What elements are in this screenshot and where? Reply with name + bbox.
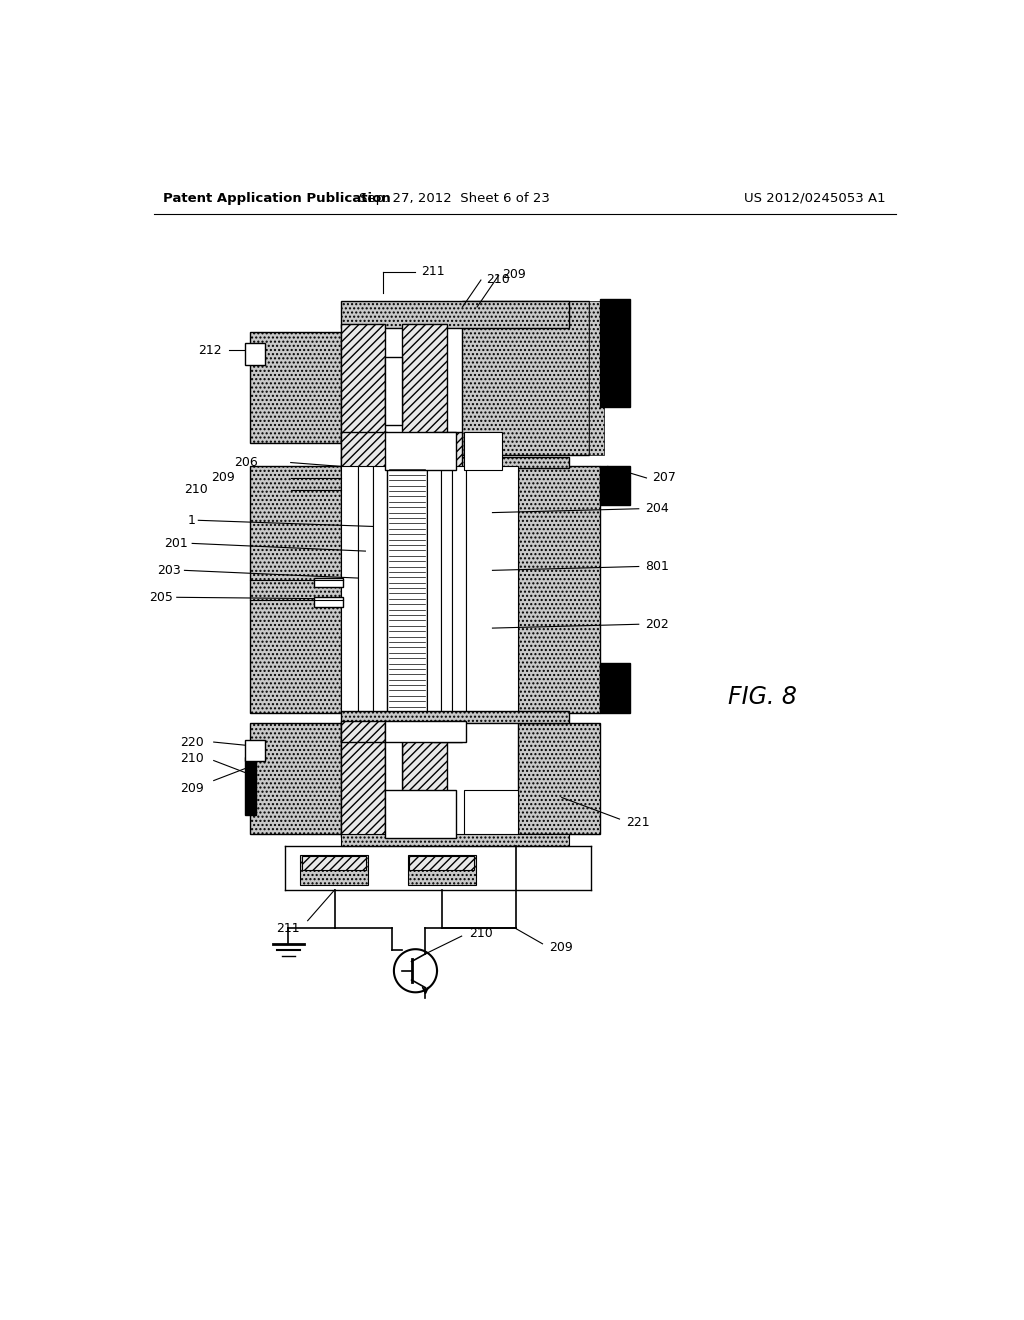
Bar (373, 466, 387, 713)
Bar (341, 301, 568, 327)
Text: 210: 210 (469, 927, 494, 940)
Bar (250, 331, 341, 444)
Bar (245, 739, 265, 762)
Bar (402, 723, 447, 837)
Bar (385, 721, 466, 742)
Bar (245, 343, 265, 364)
Bar (518, 723, 600, 834)
Bar (250, 723, 341, 834)
Text: 220: 220 (180, 735, 204, 748)
Bar (313, 578, 343, 587)
Text: FIG. 8: FIG. 8 (727, 685, 797, 709)
Bar (410, 857, 474, 870)
Text: 210: 210 (184, 483, 208, 496)
Bar (600, 663, 630, 713)
Text: 201: 201 (165, 537, 188, 550)
Bar (301, 857, 367, 870)
Text: 210: 210 (180, 752, 204, 766)
Text: 209: 209 (503, 268, 526, 281)
Bar (600, 466, 630, 506)
Bar (385, 432, 457, 470)
Text: 206: 206 (233, 455, 258, 469)
Bar (341, 432, 387, 470)
Bar (385, 789, 457, 838)
Text: 211: 211 (276, 921, 300, 935)
Text: 209: 209 (211, 471, 234, 484)
Bar (341, 457, 568, 469)
Bar (433, 432, 463, 470)
Text: 210: 210 (486, 273, 510, 286)
Bar (341, 834, 568, 846)
Text: 202: 202 (645, 618, 669, 631)
Bar (341, 323, 385, 459)
Bar (250, 466, 341, 713)
Bar (408, 855, 475, 884)
Text: 209: 209 (180, 781, 204, 795)
Bar (357, 466, 373, 713)
Bar (402, 323, 447, 459)
Bar (464, 789, 518, 838)
Bar (385, 358, 402, 425)
Bar (387, 466, 427, 713)
Text: 212: 212 (198, 343, 221, 356)
Text: 801: 801 (645, 560, 669, 573)
Bar (427, 466, 441, 713)
Text: 207: 207 (652, 471, 677, 484)
Bar (441, 466, 453, 713)
Bar (589, 301, 604, 455)
Text: 1: 1 (188, 513, 196, 527)
Text: 203: 203 (157, 564, 180, 577)
Text: US 2012/0245053 A1: US 2012/0245053 A1 (743, 191, 885, 205)
Bar (518, 466, 600, 713)
Bar (433, 721, 463, 742)
Bar (313, 598, 343, 607)
Bar (245, 758, 256, 816)
Bar (462, 301, 589, 455)
Text: Sep. 27, 2012  Sheet 6 of 23: Sep. 27, 2012 Sheet 6 of 23 (358, 191, 550, 205)
Bar (600, 300, 630, 407)
Text: 211: 211 (422, 265, 445, 279)
Bar (341, 466, 357, 713)
Bar (464, 432, 503, 470)
Bar (300, 855, 368, 884)
Bar (341, 711, 568, 723)
Bar (385, 723, 402, 791)
Text: Patent Application Publication: Patent Application Publication (163, 191, 390, 205)
Text: 209: 209 (549, 941, 572, 954)
Bar (341, 721, 387, 742)
Bar (341, 723, 385, 837)
Text: 221: 221 (626, 816, 649, 829)
Text: 205: 205 (150, 591, 173, 603)
Text: 204: 204 (645, 502, 669, 515)
Bar (466, 466, 518, 713)
Bar (453, 466, 466, 713)
